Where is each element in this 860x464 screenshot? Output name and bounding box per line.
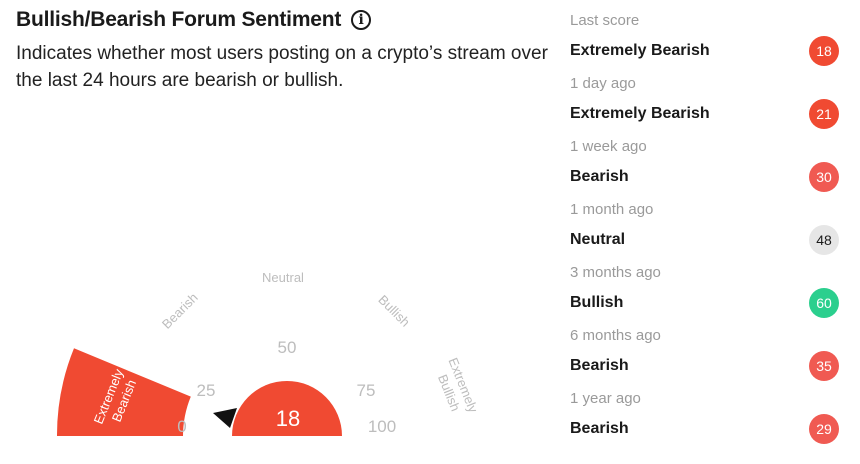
history-label: Bearish bbox=[570, 168, 629, 185]
gauge-tick-25: 25 bbox=[197, 381, 216, 400]
gauge-zone-bullish-label: Bullish bbox=[375, 292, 413, 330]
history-period: 1 month ago bbox=[570, 201, 654, 218]
gauge-needle bbox=[213, 408, 237, 428]
info-icon[interactable]: i bbox=[351, 10, 372, 30]
gauge-zone-bearish-label: Bearish bbox=[159, 290, 201, 332]
score-badge: 35 bbox=[809, 351, 839, 381]
gauge-zone-extremely-bearish-label: Extremely Bearish bbox=[91, 364, 143, 433]
history-label: Extremely Bearish bbox=[570, 105, 710, 122]
sentiment-gauge: Extremely Bearish Bearish Neutral Bullis… bbox=[56, 270, 483, 436]
page-title: Bullish/Bearish Forum Sentiment bbox=[16, 8, 342, 31]
gauge-tick-50: 50 bbox=[278, 338, 297, 357]
history-period: 6 months ago bbox=[570, 327, 661, 344]
list-item: 1 month ago Neutral 48 bbox=[570, 197, 850, 260]
gauge-zone-extremely-bearish bbox=[56, 348, 191, 436]
list-item: 1 week ago Bearish 30 bbox=[570, 134, 850, 197]
gauge-zone-neutral-label: Neutral bbox=[262, 270, 304, 285]
gauge-tick-75: 75 bbox=[357, 381, 376, 400]
sentiment-description: Indicates whether most users posting on … bbox=[16, 43, 548, 91]
history-label: Extremely Bearish bbox=[570, 42, 710, 59]
list-item: Last score Extremely Bearish 18 bbox=[570, 8, 850, 71]
history-period: 1 year ago bbox=[570, 390, 641, 407]
list-item: 3 months ago Bullish 60 bbox=[570, 260, 850, 323]
score-badge: 18 bbox=[809, 36, 839, 66]
history-period: Last score bbox=[570, 12, 640, 29]
history-label: Bearish bbox=[570, 420, 629, 437]
list-item: 1 day ago Extremely Bearish 21 bbox=[570, 71, 850, 134]
history-label: Bullish bbox=[570, 294, 624, 311]
list-item: 6 months ago Bearish 35 bbox=[570, 323, 850, 386]
history-period: 3 months ago bbox=[570, 264, 661, 281]
history-period: 1 week ago bbox=[570, 138, 647, 155]
gauge-value: 18 bbox=[276, 406, 300, 431]
gauge-hub bbox=[232, 381, 342, 436]
gauge-tick-0: 0 bbox=[177, 417, 186, 436]
score-badge: 60 bbox=[809, 288, 839, 318]
score-badge: 21 bbox=[809, 99, 839, 129]
history-label: Neutral bbox=[570, 231, 626, 248]
history-period: 1 day ago bbox=[570, 75, 636, 92]
sentiment-history-list: Last score Extremely Bearish 18 1 day ag… bbox=[570, 8, 850, 449]
score-badge: 29 bbox=[809, 414, 839, 444]
sentiment-header: Bullish/Bearish Forum Sentiment i Indica… bbox=[16, 8, 556, 94]
score-badge: 48 bbox=[809, 225, 839, 255]
score-badge: 30 bbox=[809, 162, 839, 192]
gauge-tick-100: 100 bbox=[368, 417, 396, 436]
history-label: Bearish bbox=[570, 357, 629, 374]
list-item: 1 year ago Bearish 29 bbox=[570, 386, 850, 449]
gauge-zone-extremely-bullish-label: Extremely Bullish bbox=[431, 356, 483, 425]
